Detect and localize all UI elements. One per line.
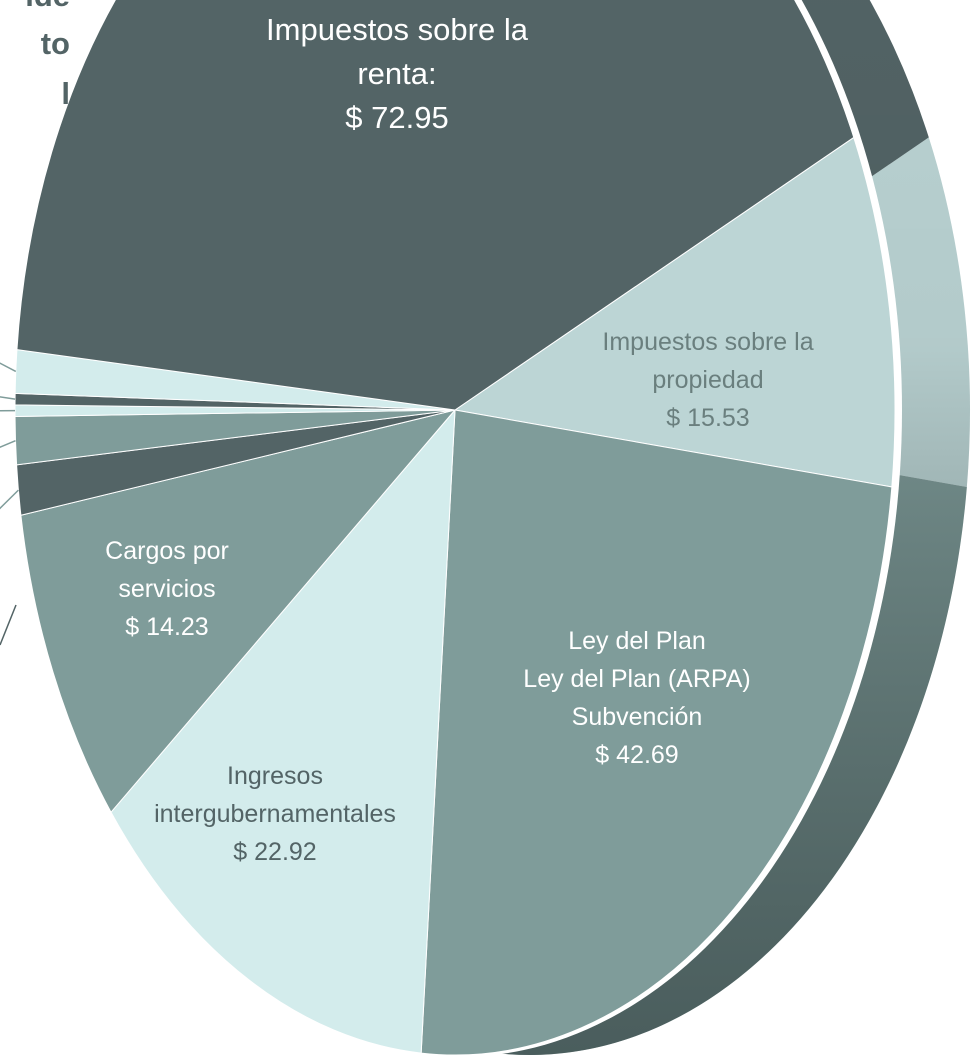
pie — [14, 0, 896, 1056]
leader-line — [0, 362, 17, 373]
slice-label: Ingresos intergubernamentales — [154, 762, 396, 828]
value-label: $ 22.92 — [233, 838, 317, 866]
title-fragment: to — [40, 26, 70, 61]
title-fragment: ide — [25, 0, 70, 14]
pie-slice — [110, 408, 456, 1054]
slice-label: Cargos por servicios — [105, 537, 229, 603]
leader-line — [0, 489, 19, 510]
value-label: $ 42.69 — [595, 741, 679, 769]
title-fragment: l — [61, 76, 70, 111]
pie-slice — [420, 409, 893, 1056]
slice-label: Impuestos sobre la propiedad — [602, 328, 814, 394]
value-label: $ 72.95 — [345, 100, 449, 135]
slice-label: Ley del Plan Ley del Plan (ARPA) Subvenc… — [523, 627, 751, 731]
leader-line — [0, 604, 17, 646]
pie-slice — [453, 136, 896, 488]
leader-line — [0, 439, 16, 449]
value-label: $ 14.23 — [125, 613, 209, 641]
pie-slice — [16, 0, 855, 411]
leader-lines — [0, 362, 19, 646]
slice-label: Impuestos sobre la renta: — [266, 12, 528, 91]
pie-slice — [20, 409, 457, 814]
value-label: $ 15.53 — [666, 404, 750, 432]
leader-line — [0, 396, 16, 400]
